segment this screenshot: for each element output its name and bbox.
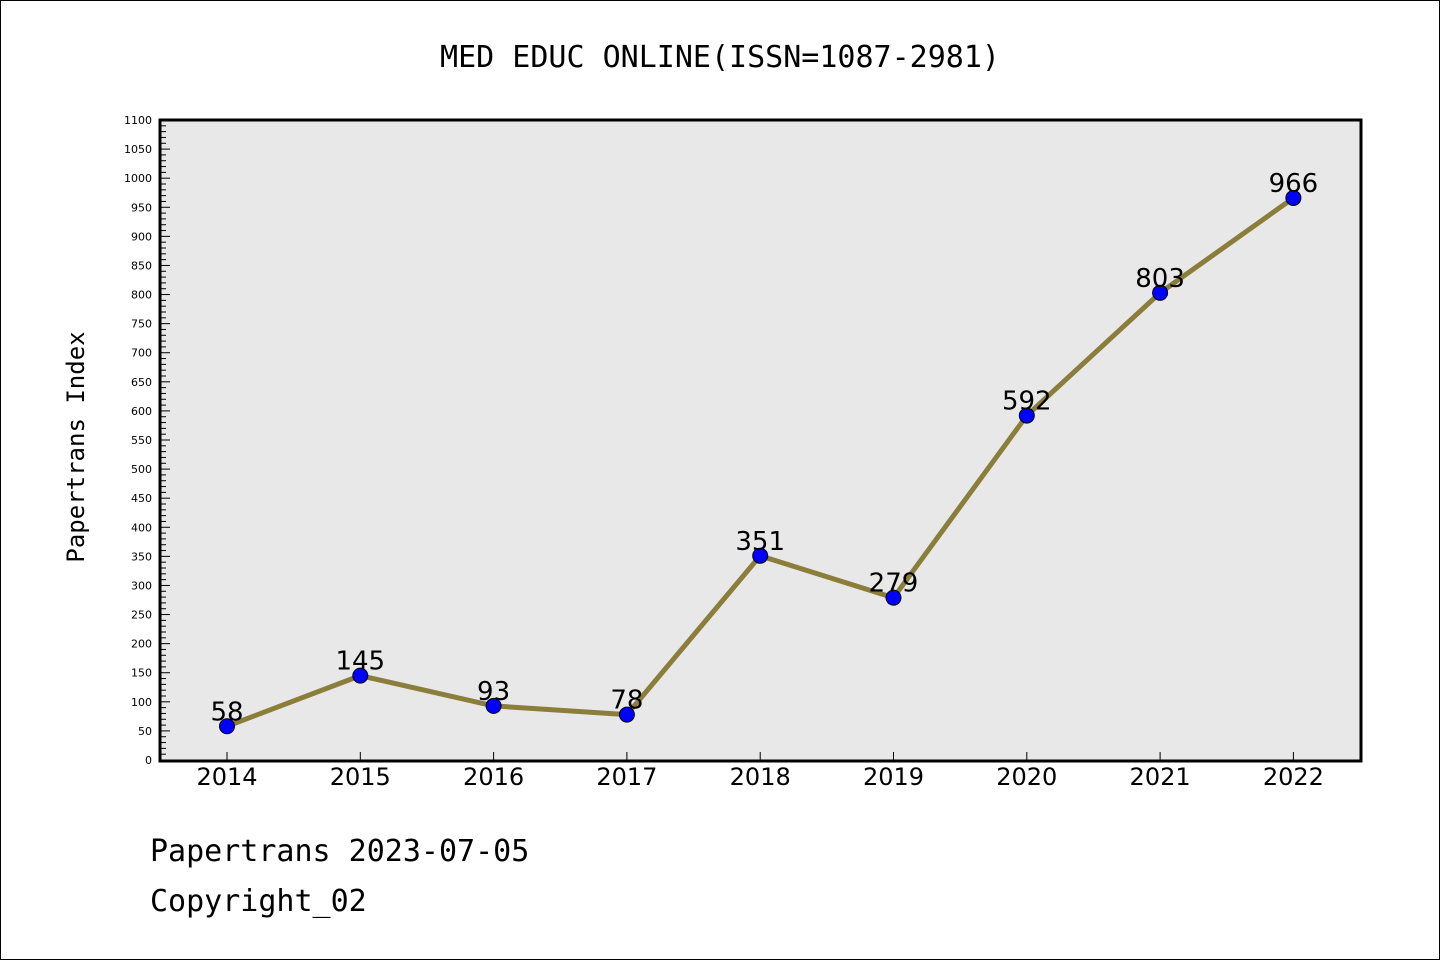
data-point [1285,189,1302,206]
data-label: 145 [335,647,385,677]
x-axis-ticks: 2014 2015 2016 2017 2018 2019 2020 2021 2022 [196,752,1324,791]
x-tick-label: 2016 [463,763,524,791]
y-tick-label: 950 [131,201,152,214]
y-tick-label: 350 [131,550,152,563]
y-tick-label: 100 [131,696,152,709]
y-tick-label: 850 [131,259,152,272]
y-axis-ticks: 0 50 100 150 200 250 300 350 400 450 500 550 600 650 7… [124,114,170,767]
y-tick-label: 1100 [124,114,152,127]
y-tick-label: 650 [131,376,152,389]
y-tick-label: 250 [131,609,152,622]
chart-title: MED EDUC ONLINE(ISSN=1087-2981) [440,40,1000,75]
y-tick-label: 700 [131,347,152,360]
data-labels: 58 145 93 78 351 279 592 803 966 [210,169,1318,727]
x-tick-label: 2014 [196,763,257,791]
data-point [219,718,235,735]
x-tick-label: 2015 [330,763,391,791]
data-point [618,706,635,723]
y-tick-label: 1050 [124,143,152,156]
y-tick-label: 900 [131,230,152,243]
footer-date: Papertrans 2023-07-05 [150,834,530,869]
y-axis-label: Papertrans Index [62,331,90,562]
x-tick-label: 2017 [596,763,657,791]
data-point [352,667,369,684]
y-tick-label: 400 [131,521,152,534]
data-label: 279 [869,569,919,599]
data-label: 78 [610,686,643,716]
x-tick-label: 2022 [1263,763,1324,791]
x-tick-label: 2019 [863,763,924,791]
data-points [219,189,1302,735]
y-tick-label: 150 [131,667,152,680]
data-point [485,697,502,714]
y-tick-label: 750 [131,318,152,331]
data-label: 966 [1269,169,1319,199]
data-point [1018,407,1035,424]
plot-area [158,118,1363,763]
y-tick-label: 800 [131,289,152,302]
footer-copyright: Copyright_02 [150,884,367,919]
y-tick-label: 50 [138,725,152,738]
y-tick-label: 200 [131,638,152,651]
y-tick-label: 500 [131,463,152,476]
data-label: 93 [477,677,510,707]
data-label: 592 [1002,387,1052,417]
y-tick-label: 550 [131,434,152,447]
y-tick-label: 1000 [124,172,152,185]
data-label: 351 [735,527,785,557]
data-point [885,589,902,606]
data-point [1152,284,1169,301]
x-tick-label: 2021 [1130,763,1191,791]
x-tick-label: 2018 [730,763,791,791]
data-point [752,547,769,564]
data-label: 803 [1135,264,1185,294]
y-tick-label: 0 [145,754,152,767]
x-tick-label: 2020 [996,763,1057,791]
y-tick-label: 600 [131,405,152,418]
data-label: 58 [210,697,243,727]
y-tick-label: 300 [131,579,152,592]
y-tick-label: 450 [131,492,152,505]
